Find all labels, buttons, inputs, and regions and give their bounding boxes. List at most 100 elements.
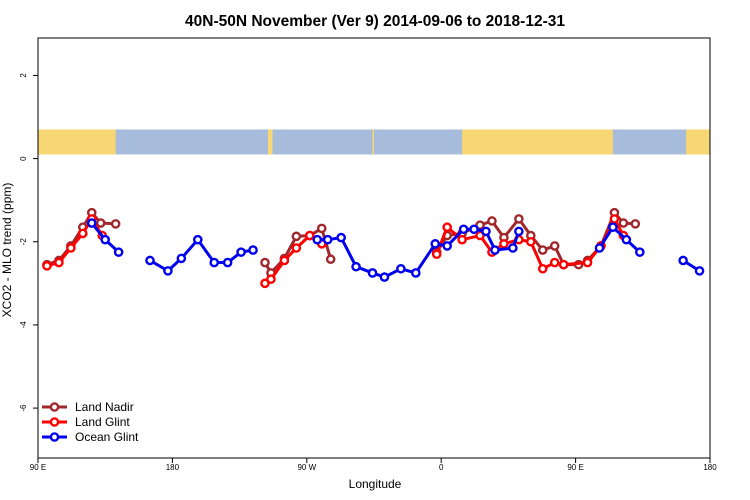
- ocean-glint-point: [209, 257, 220, 268]
- land-nadir-point: [95, 218, 106, 228]
- land-nadir-point: [549, 241, 560, 251]
- ocean-glint-point: [442, 241, 452, 251]
- ocean-glint-point: [594, 243, 605, 253]
- y-tick-label: -4: [19, 321, 28, 329]
- ocean-glint-point: [621, 234, 632, 245]
- land-glint-point: [304, 230, 315, 241]
- ocean-glint-point: [430, 239, 441, 249]
- land-glint-point: [431, 249, 442, 260]
- legend-swatch-marker: [49, 417, 60, 427]
- land-nadir-point: [291, 231, 302, 242]
- x-tick-label: 90 E: [30, 463, 46, 472]
- land-glint-point: [442, 222, 452, 233]
- land-sea-strip: [38, 129, 710, 155]
- ocean-glint-point: [490, 245, 500, 255]
- x-tick-label: 0: [439, 463, 444, 472]
- ocean-glint-line-2: [317, 227, 521, 279]
- x-tick-label: 180: [166, 463, 180, 472]
- land-nadir-point: [316, 223, 327, 234]
- land-nadir-point: [260, 257, 270, 268]
- legend-item-ocean-glint: Ocean Glint: [42, 430, 139, 444]
- ocean-glint-point: [145, 255, 155, 266]
- ocean-glint-point: [248, 245, 258, 255]
- land-band-3: [462, 129, 613, 155]
- y-axis: 2 0 -2 -4 -6: [19, 73, 38, 412]
- land-nadir-point: [325, 254, 336, 265]
- ocean-glint-point: [678, 255, 688, 266]
- ocean-glint-point: [635, 247, 645, 257]
- land-glint-point: [457, 234, 467, 245]
- y-tick-label: 2: [19, 73, 28, 78]
- ocean-glint-point: [113, 247, 124, 257]
- land-band-0: [38, 129, 116, 155]
- x-tick-label: 90 W: [297, 463, 316, 472]
- land-glint-point: [66, 243, 76, 253]
- x-tick-label: 90 E: [567, 463, 583, 472]
- land-band-1: [267, 129, 273, 155]
- ocean-glint-point: [481, 226, 491, 237]
- land-nadir-point: [487, 216, 497, 226]
- series-ocean-glint: [86, 218, 705, 282]
- land-nadir-point: [618, 218, 629, 228]
- land-glint-point: [279, 255, 290, 266]
- legend-swatch-marker: [49, 432, 60, 442]
- ocean-glint-point: [163, 266, 173, 276]
- ocean-glint-line-3: [598, 225, 641, 254]
- ocean-glint-point: [236, 247, 246, 257]
- land-band-2: [372, 129, 374, 155]
- legend-item-land-nadir: Land Nadir: [42, 400, 134, 414]
- x-axis-label: Longitude: [349, 477, 402, 491]
- y-tick-label: 0: [19, 156, 28, 161]
- legend-swatch-marker: [49, 402, 60, 412]
- land-band-4: [686, 129, 710, 155]
- land-nadir-point: [537, 245, 548, 255]
- y-tick-label: -6: [19, 404, 28, 412]
- land-glint-point: [582, 257, 593, 268]
- ocean-glint-point: [222, 257, 233, 268]
- land-glint-point: [499, 239, 509, 249]
- land-nadir-point: [630, 219, 641, 229]
- ocean-glint-point: [86, 218, 97, 228]
- ocean-glint-point: [367, 268, 378, 278]
- legend-label: Land Nadir: [75, 400, 134, 414]
- land-glint-point: [54, 257, 64, 268]
- ocean-glint-point: [192, 234, 203, 245]
- legend-label: Ocean Glint: [75, 430, 139, 444]
- plot-frame: [37, 37, 711, 459]
- land-glint-point: [291, 243, 302, 253]
- land-glint-point: [526, 236, 536, 247]
- land-glint-point: [266, 274, 276, 284]
- ocean-glint-point: [508, 243, 518, 253]
- legend-label: Land Glint: [75, 415, 130, 429]
- land-nadir-point: [110, 219, 121, 229]
- ocean-glint-point: [396, 263, 406, 274]
- ocean-glint-point: [322, 234, 333, 245]
- land-glint-point: [42, 261, 52, 271]
- land-glint-point: [558, 259, 569, 270]
- land-nadir-point: [514, 214, 524, 224]
- ocean-glint-point: [514, 226, 524, 237]
- x-tick-label: 180: [703, 463, 717, 472]
- ocean-glint-point: [458, 224, 469, 235]
- ocean-glint-point: [379, 272, 390, 282]
- series-layer: [42, 207, 705, 289]
- ocean-glint-point: [351, 261, 361, 272]
- land-glint-point: [549, 257, 560, 268]
- y-tick-label: -2: [19, 238, 28, 246]
- chart-title: 40N-50N November (Ver 9) 2014-09-06 to 2…: [185, 13, 565, 30]
- land-glint-point: [78, 228, 88, 239]
- ocean-glint-point: [411, 268, 421, 278]
- ocean-glint-point: [176, 253, 187, 264]
- ocean-glint-point: [694, 266, 705, 276]
- ocean-glint-point: [100, 234, 110, 245]
- legend-item-land-glint: Land Glint: [42, 415, 130, 429]
- ocean-glint-point: [312, 234, 323, 245]
- ocean-glint-point: [608, 222, 618, 233]
- land-glint-point: [537, 263, 548, 274]
- ocean-glint-point: [336, 232, 346, 243]
- ocean-glint-point: [469, 224, 479, 235]
- land-glint-point: [609, 214, 620, 224]
- y-axis-label: XCO2 - MLO trend (ppm): [0, 183, 14, 318]
